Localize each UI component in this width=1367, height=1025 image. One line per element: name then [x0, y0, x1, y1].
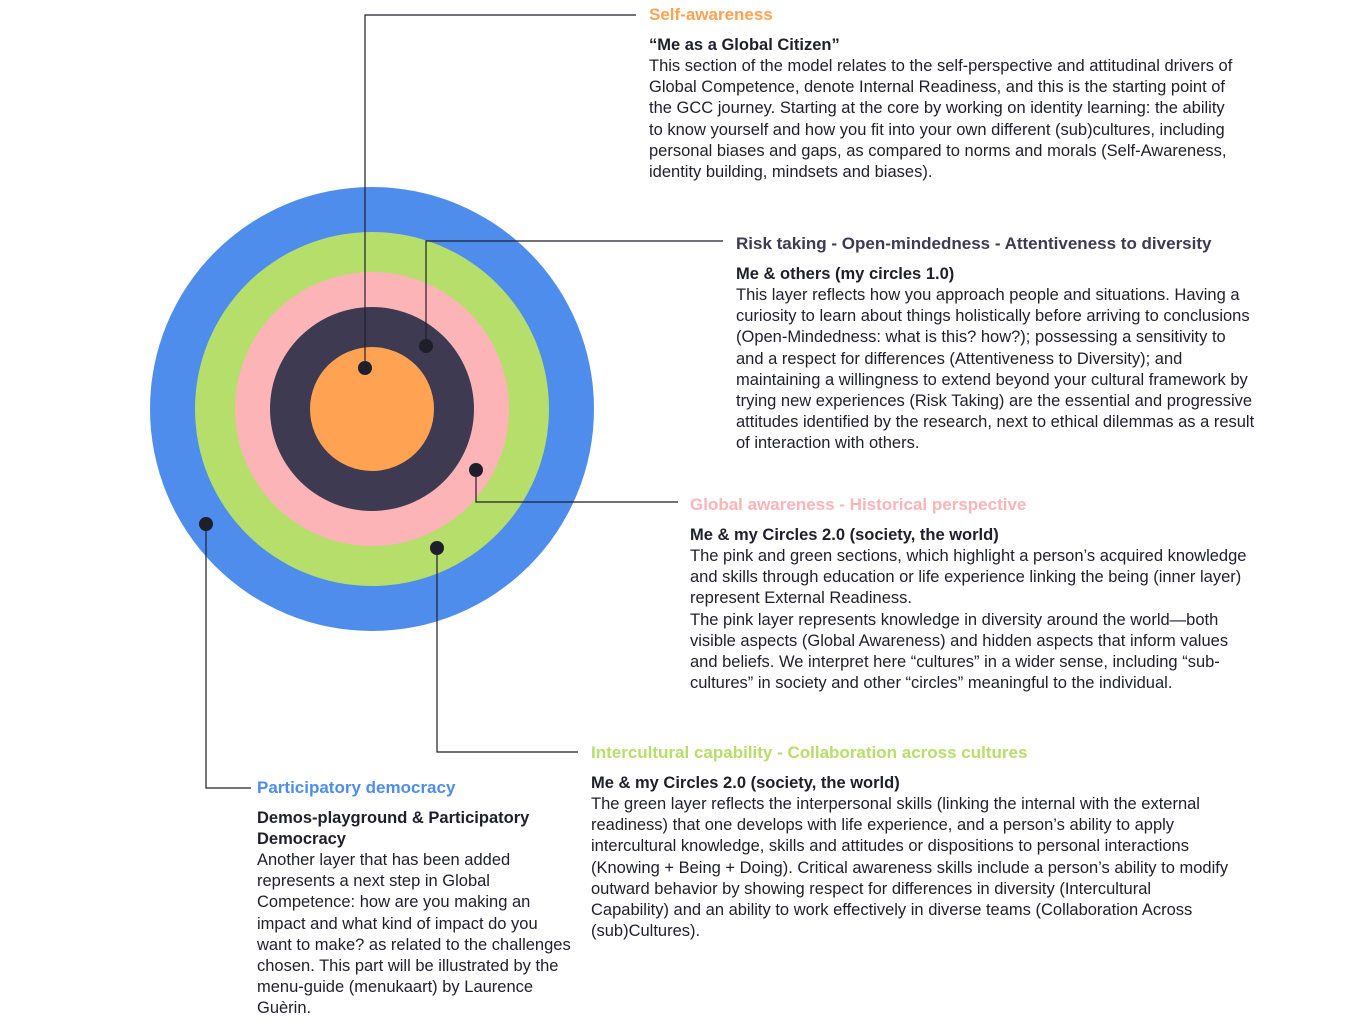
- global-awareness-block: Global awareness - Historical perspectiv…: [690, 494, 1250, 694]
- anchor-dot-risk-taking: [419, 339, 433, 353]
- risk-taking-block: Risk taking - Open-mindedness - Attentiv…: [736, 233, 1256, 455]
- risk-taking-heading: Risk taking - Open-mindedness - Attentiv…: [736, 234, 1212, 253]
- leader-line-intercultural: [436, 548, 578, 753]
- anchor-dot-global-awareness: [469, 463, 483, 477]
- risk-taking-body: This layer reflects how you approach peo…: [736, 286, 1255, 453]
- leader-line-risk-taking: [425, 240, 723, 346]
- intercultural-body: The green layer reflects the interperson…: [591, 795, 1229, 941]
- intercultural-block: Intercultural capability - Collaboration…: [591, 742, 1231, 942]
- intercultural-heading: Intercultural capability - Collaboration…: [591, 743, 1028, 762]
- anchor-dot-intercultural: [430, 541, 444, 555]
- participatory-democracy-heading: Participatory democracy: [257, 778, 456, 797]
- participatory-democracy-body: Another layer that has been added repres…: [257, 851, 571, 1018]
- self-awareness-heading: Self-awareness: [649, 5, 773, 24]
- participatory-democracy-subtitle: Demos-playground & Participatory Democra…: [257, 809, 530, 848]
- leader-line-participatory-democracy: [205, 524, 251, 789]
- global-awareness-heading: Global awareness - Historical perspectiv…: [690, 495, 1027, 514]
- global-awareness-body: The pink and green sections, which highl…: [690, 547, 1247, 693]
- self-awareness-body: This section of the model relates to the…: [649, 57, 1233, 182]
- intercultural-subtitle: Me & my Circles 2.0 (society, the world): [591, 774, 900, 792]
- anchor-dot-self-awareness: [358, 361, 372, 375]
- core-self-awareness: [310, 347, 434, 471]
- self-awareness-block: Self-awareness “Me as a Global Citizen” …: [649, 4, 1239, 183]
- participatory-democracy-block: Participatory democracy Demos-playground…: [257, 777, 577, 1020]
- leader-line-self-awareness: [364, 14, 636, 368]
- risk-taking-subtitle: Me & others (my circles 1.0): [736, 265, 955, 283]
- leader-line-global-awareness: [475, 470, 678, 503]
- self-awareness-subtitle: “Me as a Global Citizen”: [649, 36, 840, 54]
- global-awareness-subtitle: Me & my Circles 2.0 (society, the world): [690, 526, 999, 544]
- anchor-dot-participatory-democracy: [199, 517, 213, 531]
